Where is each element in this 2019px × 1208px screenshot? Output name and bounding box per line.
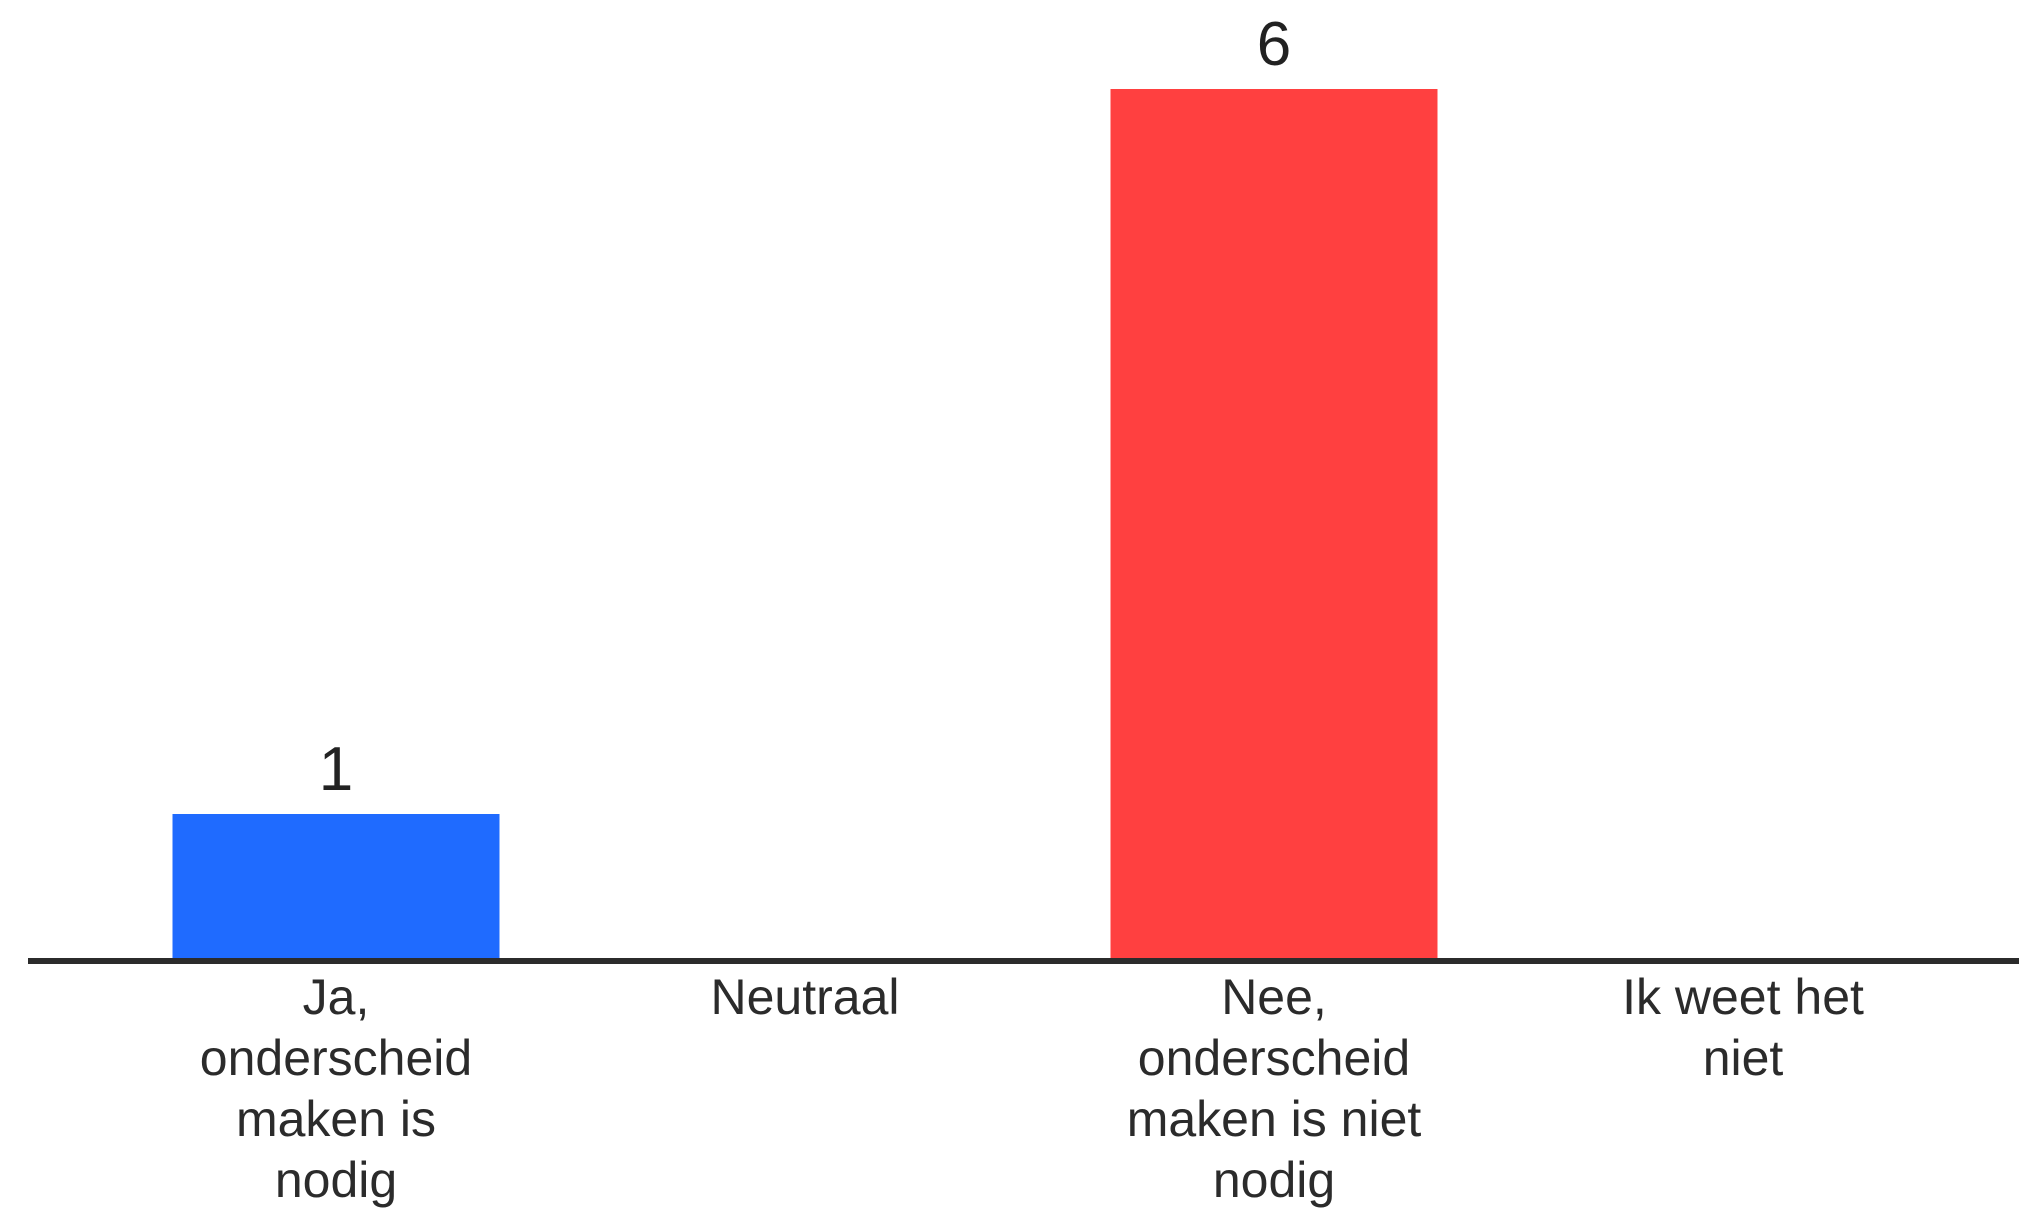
category-label-line: Ik weet het <box>1622 969 1864 1025</box>
category-label-line: maken is <box>236 1091 436 1147</box>
category-label-line: maken is niet <box>1127 1091 1422 1147</box>
category-label-1: Ja, onderscheid maken is nodig <box>200 969 472 1208</box>
category-label-2: Neutraal <box>711 969 900 1025</box>
category-label-line: nodig <box>1213 1152 1335 1208</box>
bar-1 <box>172 814 500 959</box>
value-labels-group: 16 <box>319 10 1291 804</box>
category-label-line: onderscheid <box>200 1030 472 1086</box>
category-label-line: Ja, <box>303 969 370 1025</box>
category-label-line: niet <box>1703 1030 1784 1086</box>
bar-3 <box>1110 89 1438 959</box>
category-label-3: Nee, onderscheid maken is niet nodig <box>1127 969 1422 1208</box>
category-label-line: Neutraal <box>711 969 900 1025</box>
category-label-line: Nee, <box>1221 969 1327 1025</box>
category-label-line: nodig <box>275 1152 397 1208</box>
bars-group <box>172 89 1438 959</box>
category-label-4: Ik weet het niet <box>1622 969 1864 1086</box>
category-label-line: onderscheid <box>1138 1030 1410 1086</box>
value-label-3: 6 <box>1257 10 1291 79</box>
value-label-1: 1 <box>319 735 353 804</box>
